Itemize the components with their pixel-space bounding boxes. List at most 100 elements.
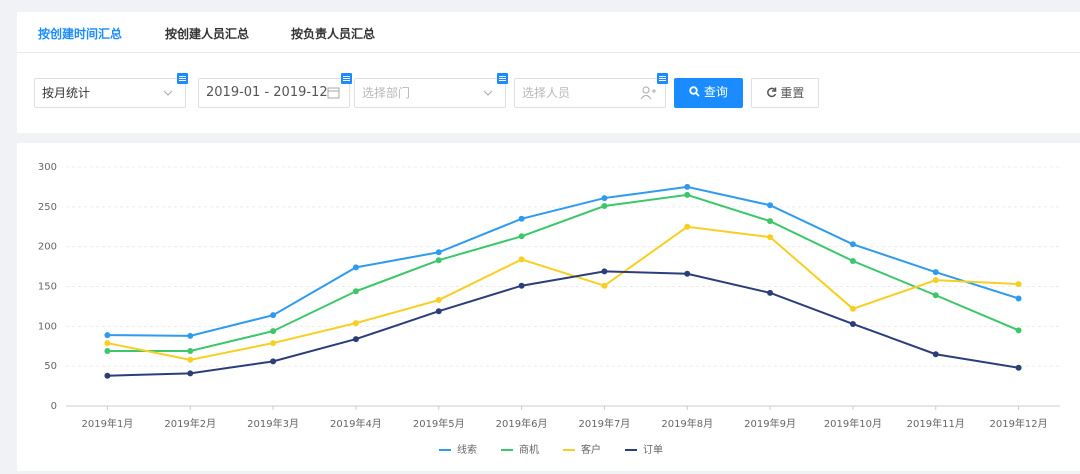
calendar-icon (327, 87, 340, 99)
data-point (1015, 295, 1022, 302)
y-tick-label: 150 (38, 282, 57, 293)
data-point (932, 277, 939, 284)
data-point (104, 340, 111, 347)
data-point (104, 372, 111, 379)
x-tick-label: 2019年4月 (330, 417, 382, 430)
data-point (932, 292, 939, 299)
date-range[interactable]: 2019-01 - 2019-12 (198, 73, 352, 108)
period-text: 按月统计 (42, 86, 91, 100)
data-point (1015, 281, 1022, 288)
person-placeholder: 选择人员 (522, 86, 571, 100)
data-point (601, 282, 608, 289)
data-point (767, 289, 774, 296)
tab[interactable]: 按创建人员汇总 (165, 27, 250, 41)
legend-label: 商机 (519, 443, 539, 456)
filter-card: 按创建时间汇总 按创建人员汇总 按负责人员汇总 按月统计 2019-01 - 201… (17, 12, 1080, 133)
data-point (849, 258, 856, 265)
tab[interactable]: 按负责人员汇总 (291, 27, 376, 41)
badge (341, 73, 352, 84)
x-tick-label: 2019年9月 (744, 417, 796, 430)
series-line (107, 225, 1019, 361)
department-placeholder: 选择部门 (362, 86, 411, 100)
x-tick-label: 2019年6月 (496, 417, 548, 430)
search-icon (689, 86, 700, 97)
data-point (684, 270, 691, 277)
data-point (104, 332, 111, 339)
chart: 0 50 100 150 200 250 300 2019年1月 2019年2月 2019年3月 2… (38, 162, 1060, 456)
series-line (107, 193, 1019, 353)
tab[interactable]: 按创建时间汇总 (38, 27, 123, 41)
data-point (187, 348, 194, 355)
search-text: 查询 (703, 85, 728, 99)
chevron (163, 90, 173, 96)
data-point (932, 351, 939, 358)
data-point (518, 215, 525, 222)
reset-button[interactable]: 重置 (751, 78, 819, 108)
badge (657, 73, 668, 84)
badge (497, 73, 508, 84)
x-tick-label: 2019年12月 (989, 417, 1047, 430)
y-tick-label: 300 (38, 162, 57, 173)
data-point (270, 328, 277, 335)
series-line (107, 270, 1019, 377)
data-point (435, 308, 442, 315)
badge (177, 73, 188, 84)
x-tick-label: 2019年3月 (247, 417, 299, 430)
data-point (767, 234, 774, 241)
period-select[interactable]: 按月统计 (34, 73, 188, 108)
series-line (107, 185, 1019, 337)
data-point (684, 183, 691, 190)
data-point (1015, 327, 1022, 334)
x-tick-label: 2019年11月 (907, 417, 965, 430)
x-tick-label: 2019年8月 (661, 417, 713, 430)
person-select[interactable]: 选择人员 (514, 73, 668, 108)
data-point (352, 320, 359, 327)
x-tick-label: 2019年5月 (413, 417, 465, 430)
data-point (518, 256, 525, 263)
y-tick-label: 50 (44, 361, 57, 372)
data-point (849, 241, 856, 248)
chevron (483, 90, 493, 96)
data-point (932, 269, 939, 276)
x-tick-label: 2019年1月 (82, 417, 134, 430)
date-range-text: 2019-01 - 2019-12 (206, 85, 328, 100)
data-point (767, 202, 774, 209)
data-point (352, 336, 359, 343)
legend-label: 客户 (581, 443, 601, 456)
data-point (352, 264, 359, 271)
department-select[interactable]: 选择部门 (354, 73, 508, 108)
tab-bar: 按创建时间汇总 按创建人员汇总 按负责人员汇总 (17, 12, 1080, 53)
reset-text: 重置 (780, 86, 805, 100)
person-icon (640, 86, 656, 100)
data-point (601, 203, 608, 210)
x-tick-label: 2019年7月 (579, 417, 631, 430)
data-point (187, 332, 194, 339)
data-point (518, 282, 525, 289)
data-point (601, 268, 608, 275)
data-point (270, 312, 277, 319)
data-point (187, 370, 194, 377)
data-point (849, 320, 856, 327)
chart-card: 0 50 100 150 200 250 300 2019年1月 2019年2月 2019年3月 2… (17, 143, 1080, 471)
data-point (518, 233, 525, 240)
data-point (270, 340, 277, 347)
data-point (435, 297, 442, 304)
y-tick-label: 200 (38, 242, 57, 253)
data-point (1015, 364, 1022, 371)
legend-label: 订单 (643, 444, 663, 456)
search-button[interactable]: 查询 (674, 78, 743, 108)
data-point (435, 249, 442, 256)
y-tick-label: 100 (38, 321, 57, 332)
data-point (435, 257, 442, 264)
data-point (601, 195, 608, 202)
data-point (187, 356, 194, 363)
data-point (104, 348, 111, 355)
data-point (270, 358, 277, 365)
y-tick-label: 250 (38, 202, 57, 213)
x-tick-label: 2019年2月 (164, 417, 216, 430)
data-point (767, 218, 774, 225)
data-point (352, 288, 359, 295)
data-point (849, 305, 856, 312)
y-tick-label: 0 (51, 401, 57, 412)
